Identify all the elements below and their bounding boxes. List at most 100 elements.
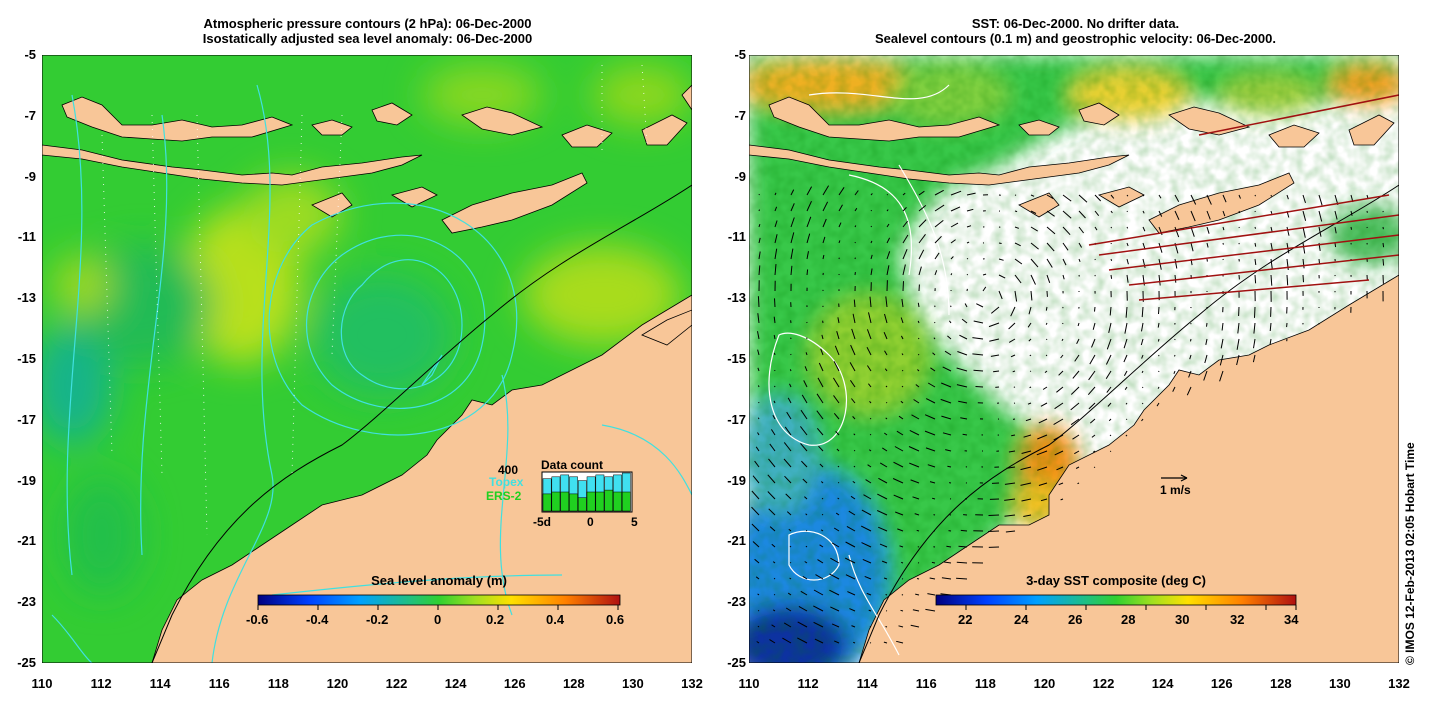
velocity-arrow xyxy=(966,241,970,244)
lat-tick-label: -13 xyxy=(727,290,746,306)
velocity-arrow xyxy=(885,385,888,388)
velocity-arrow xyxy=(870,193,873,196)
data-count-axis-min: -5d xyxy=(533,515,551,529)
data-count-axis-max: 5 xyxy=(631,515,638,529)
velocity-arrow xyxy=(829,573,840,580)
velocity-arrow xyxy=(1094,210,1100,217)
sla-colorbar xyxy=(257,594,621,606)
velocity-arrow xyxy=(1054,402,1064,410)
velocity-arrow xyxy=(868,609,872,612)
velocity-arrow xyxy=(867,464,872,468)
velocity-arrow xyxy=(1062,226,1071,236)
velocity-arrow xyxy=(853,465,856,468)
velocity-arrow xyxy=(1030,210,1037,214)
velocity-arrow xyxy=(754,460,760,468)
velocity-arrow xyxy=(1172,386,1176,392)
velocity-arrow xyxy=(998,242,1002,244)
velocity-arrow xyxy=(1058,482,1064,486)
velocity-arrow xyxy=(966,257,969,260)
velocity-arrow xyxy=(805,529,808,532)
velocity-arrow xyxy=(1027,322,1032,328)
velocity-arrow xyxy=(1094,194,1102,202)
velocity-arrow xyxy=(988,322,1000,328)
velocity-arrow xyxy=(769,526,776,532)
velocity-arrow xyxy=(1077,322,1080,327)
ers2-count-bar xyxy=(586,491,596,512)
lat-tick-label: -9 xyxy=(24,168,36,184)
velocity-arrow xyxy=(1270,210,1273,215)
velocity-arrow xyxy=(789,369,792,372)
velocity-arrow xyxy=(916,529,920,532)
lon-tick-label: 130 xyxy=(622,676,644,691)
velocity-arrow xyxy=(990,306,1000,314)
right-title-line1: SST: 06-Dec-2000. No drifter data. xyxy=(971,16,1180,31)
velocity-arrow xyxy=(901,353,904,356)
velocity-arrow xyxy=(806,200,812,212)
velocity-arrow xyxy=(1109,434,1112,437)
velocity-arrow xyxy=(950,273,953,276)
red-velocity-streaks xyxy=(1088,94,1399,301)
velocity-arrow xyxy=(947,465,952,468)
velocity-arrow xyxy=(1014,226,1019,229)
velocity-arrow xyxy=(1094,226,1098,231)
sla-tick: 0 xyxy=(434,612,442,627)
velocity-arrow xyxy=(931,497,936,500)
lat-tick-label: -7 xyxy=(734,107,746,123)
velocity-arrow xyxy=(800,443,808,452)
ers2-count-bar xyxy=(577,497,587,512)
velocity-arrow xyxy=(1011,434,1016,437)
velocity-arrow xyxy=(900,335,904,340)
sst-tick: 26 xyxy=(1068,612,1083,627)
velocity-arrow xyxy=(1088,370,1096,381)
velocity-arrow xyxy=(866,592,872,596)
velocity-arrow xyxy=(1254,306,1256,318)
velocity-arrow xyxy=(884,432,888,436)
velocity-arrow xyxy=(1105,370,1112,380)
velocity-arrow xyxy=(757,313,760,324)
velocity-arrow xyxy=(972,337,984,340)
sst-colorbar-ticks xyxy=(965,605,1297,610)
velocity-arrow xyxy=(956,561,968,564)
velocity-arrow xyxy=(1046,226,1056,235)
velocity-arrow xyxy=(838,204,843,212)
velocity-arrow xyxy=(1078,226,1084,234)
lat-tick-label: -5 xyxy=(734,47,746,62)
velocity-arrow xyxy=(915,384,920,388)
velocity-arrow xyxy=(998,274,1006,279)
velocity-arrow xyxy=(783,622,792,628)
velocity-arrow xyxy=(975,386,984,388)
velocity-arrow xyxy=(1254,194,1256,197)
velocity-arrow xyxy=(914,513,920,516)
velocity-arrow xyxy=(1382,242,1385,248)
velocity-arrow xyxy=(800,590,808,596)
velocity-arrow xyxy=(852,480,856,484)
velocity-arrow xyxy=(934,321,936,324)
velocity-arrow xyxy=(966,273,969,276)
lon-tick-label: 132 xyxy=(681,676,703,691)
velocity-arrow xyxy=(915,593,920,596)
velocity-arrow xyxy=(982,273,987,276)
velocity-arrow xyxy=(900,317,904,324)
velocity-arrow xyxy=(1078,194,1088,203)
velocity-arrow xyxy=(1334,226,1337,234)
velocity-arrow xyxy=(849,362,856,372)
velocity-arrow xyxy=(1302,242,1306,254)
lon-tick-label: 110 xyxy=(738,676,760,691)
velocity-arrow xyxy=(934,189,944,196)
velocity-arrow xyxy=(956,577,968,580)
velocity-arrow xyxy=(751,490,760,500)
velocity-arrow xyxy=(1030,226,1038,232)
velocity-arrow xyxy=(757,625,760,628)
sst-tick: 30 xyxy=(1175,612,1190,627)
lat-tick-label: -17 xyxy=(17,411,36,427)
velocity-arrow xyxy=(1270,242,1273,251)
velocity-arrow xyxy=(883,332,888,340)
velocity-arrow xyxy=(789,561,792,564)
velocity-arrow xyxy=(1046,242,1055,252)
lat-tick-label: -23 xyxy=(17,594,36,610)
velocity-arrow xyxy=(982,286,987,292)
velocity-arrow xyxy=(822,185,830,196)
lon-tick-label: 120 xyxy=(326,676,349,691)
sla-tick: -0.2 xyxy=(366,612,389,627)
velocity-arrow xyxy=(1158,242,1163,253)
